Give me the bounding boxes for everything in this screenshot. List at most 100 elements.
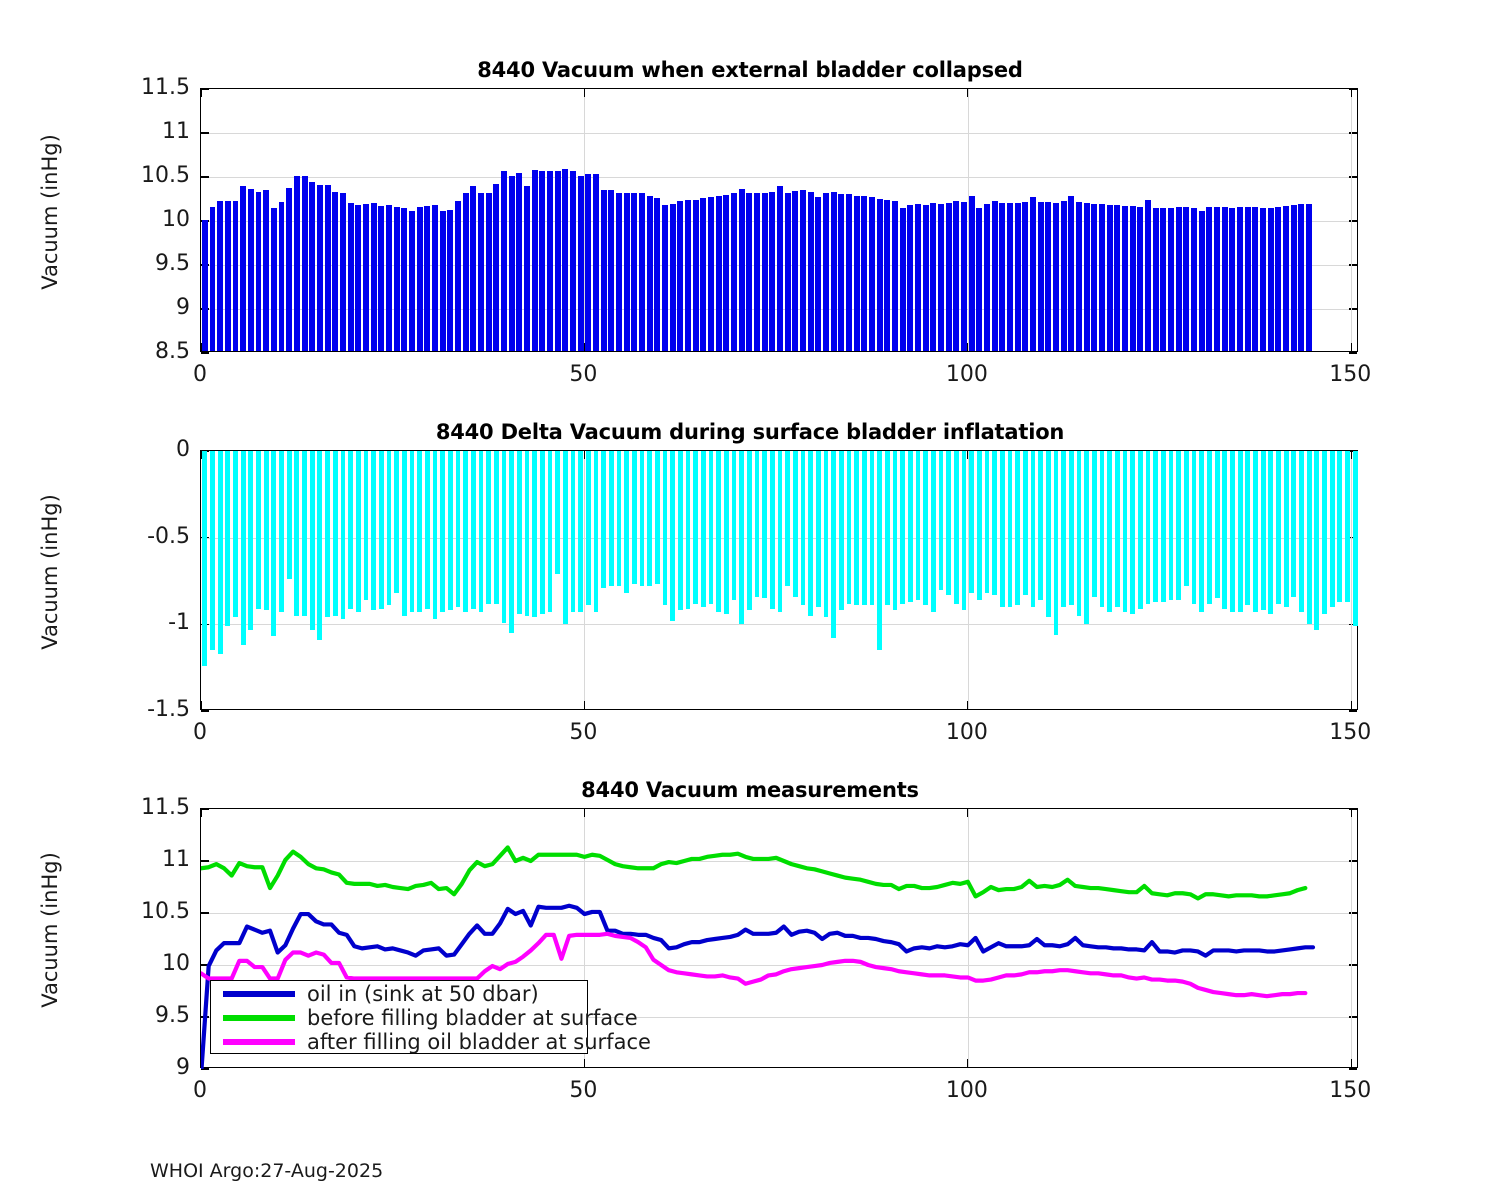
bar	[1253, 451, 1258, 613]
ytick-mark-right	[1349, 220, 1357, 222]
bar	[409, 451, 415, 613]
ytick-mark-right	[1349, 1016, 1357, 1018]
bar	[493, 183, 500, 351]
bar	[1083, 203, 1090, 351]
bar	[677, 201, 684, 351]
gridline-vertical	[584, 809, 586, 1067]
bar	[762, 451, 768, 599]
bar	[1283, 205, 1290, 351]
legend-item-2[interactable]: after filling oil bladder at surface	[211, 1030, 651, 1054]
ytick-mark	[201, 132, 209, 134]
bar	[1076, 451, 1082, 616]
ytick-mark-right	[1349, 88, 1357, 90]
gridline-horizontal	[201, 913, 1357, 914]
bar	[861, 451, 867, 606]
bar	[1184, 451, 1189, 587]
bar	[355, 451, 361, 613]
bar	[416, 206, 423, 351]
bar	[669, 204, 676, 351]
bar	[1214, 451, 1220, 599]
bar	[279, 451, 284, 613]
bar	[1153, 451, 1159, 602]
bar	[1229, 207, 1236, 351]
xtick-mark	[1350, 343, 1352, 351]
xtick-mark	[583, 701, 586, 709]
bar	[723, 195, 730, 351]
bar	[1069, 451, 1074, 606]
bar	[999, 203, 1006, 351]
bar	[1276, 451, 1281, 604]
bar	[577, 175, 584, 351]
legend-label: before filling bladder at surface	[307, 1005, 638, 1030]
bar	[1260, 451, 1266, 611]
bar	[1283, 451, 1289, 607]
bar	[1015, 451, 1021, 606]
bar	[516, 451, 522, 614]
bar	[1014, 203, 1021, 351]
bar	[562, 451, 568, 625]
bar	[1298, 204, 1305, 351]
panel1-axes	[200, 88, 1358, 354]
bar	[808, 451, 814, 616]
bar	[639, 451, 645, 587]
xtick-label: 0	[193, 720, 207, 745]
bar	[516, 173, 523, 351]
bar	[1122, 205, 1129, 351]
line-series-0	[201, 903, 1316, 1069]
bar	[256, 451, 261, 609]
legend-swatch	[223, 991, 295, 997]
legend-item-1[interactable]: before filling bladder at surface	[211, 1006, 638, 1030]
ytick-label: -1	[168, 610, 190, 636]
bar	[624, 451, 629, 594]
bar	[509, 451, 514, 633]
bar	[1092, 451, 1097, 597]
bar	[1129, 205, 1136, 351]
legend-item-0[interactable]: oil in (sink at 50 dbar)	[211, 982, 539, 1006]
bar	[892, 451, 898, 611]
bar	[585, 451, 591, 606]
panel-vacuum-collapsed: 8440 Vacuum when external bladder collap…	[0, 0, 1500, 390]
bar	[232, 200, 239, 351]
ytick-label: 9.5	[155, 1003, 190, 1028]
bar	[853, 196, 860, 351]
ytick-mark-right	[1349, 352, 1357, 354]
bar	[1046, 451, 1051, 618]
bar	[1268, 451, 1274, 614]
bar	[1199, 451, 1205, 613]
bar	[746, 451, 752, 611]
bar	[394, 451, 399, 594]
legend-swatch	[223, 1039, 295, 1045]
bar	[263, 451, 269, 611]
bar	[1329, 451, 1335, 607]
ytick-mark-right	[1349, 1068, 1357, 1070]
xtick-label: 50	[569, 1078, 598, 1103]
gridline-horizontal	[201, 624, 1357, 626]
bar	[1206, 206, 1213, 351]
bar	[477, 192, 484, 351]
bar	[1237, 451, 1243, 613]
bar	[371, 451, 376, 611]
bar	[424, 451, 430, 609]
bar	[1084, 451, 1090, 625]
bar	[286, 188, 293, 351]
bar	[209, 206, 216, 351]
ytick-label: -0.5	[147, 523, 190, 549]
bar	[1000, 451, 1005, 607]
bar	[447, 210, 454, 351]
bar	[869, 197, 875, 351]
bar	[815, 451, 821, 607]
bar	[1198, 211, 1205, 351]
bar	[623, 192, 630, 351]
bar	[823, 451, 829, 618]
bar	[1275, 206, 1282, 351]
bar	[478, 451, 484, 613]
bar	[470, 185, 477, 351]
gridline-vertical	[967, 809, 969, 1067]
bar	[746, 192, 753, 351]
bar	[815, 197, 822, 351]
bar	[1037, 202, 1044, 351]
bar	[823, 192, 829, 351]
bar	[846, 451, 852, 604]
bar	[325, 451, 330, 618]
xtick-mark-top	[1350, 451, 1352, 459]
